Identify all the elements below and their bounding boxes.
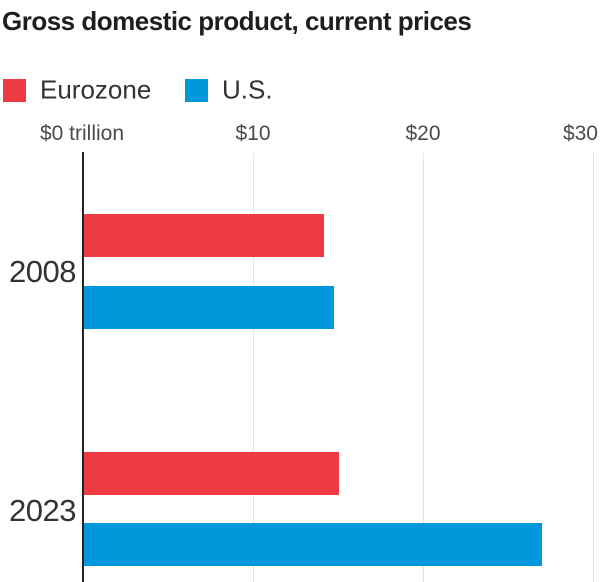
x-axis-label-0: $0 trillion <box>39 122 125 145</box>
bar-us-2023 <box>84 523 542 566</box>
category-label-2008: 2008 <box>9 254 76 289</box>
bar-us-2008 <box>84 286 334 329</box>
category-label-2023: 2023 <box>9 493 76 528</box>
legend-swatch-eurozone <box>3 79 26 102</box>
gridline-10 <box>253 153 254 582</box>
legend-swatch-us <box>185 79 208 102</box>
bar-eurozone-2023 <box>84 452 339 495</box>
bar-eurozone-2008 <box>84 214 324 257</box>
legend-label-eurozone: Eurozone <box>40 74 152 105</box>
y-axis-line <box>82 152 84 582</box>
x-axis-label-30: $30 <box>562 122 598 145</box>
x-axis-label-10: $10 <box>235 122 271 145</box>
chart-title: Gross domestic product, current prices <box>2 6 472 36</box>
legend-label-us: U.S. <box>222 74 273 105</box>
x-axis-label-20: $20 <box>405 122 441 145</box>
gridline-20 <box>423 153 424 582</box>
gridline-30 <box>593 153 594 582</box>
